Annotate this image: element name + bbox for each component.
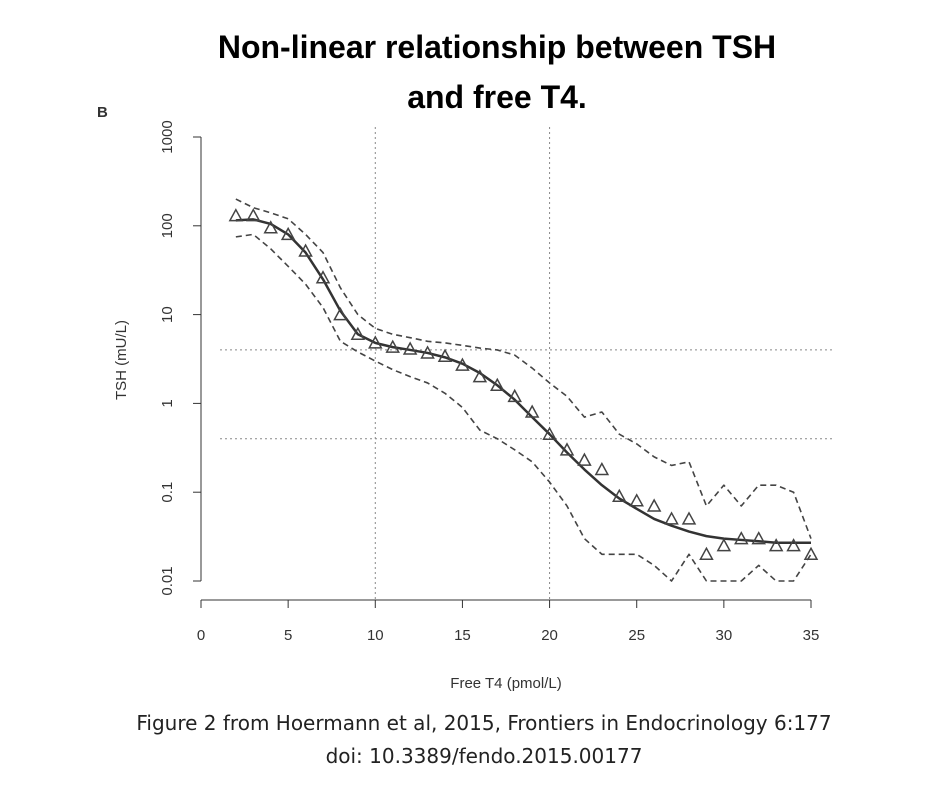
data-point — [455, 357, 470, 371]
data-point — [524, 404, 540, 418]
data-point — [368, 335, 383, 349]
data-point — [333, 307, 348, 321]
x-tick-label: 0 — [197, 627, 205, 644]
x-tick-label: 10 — [367, 627, 384, 644]
x-tick-label: 20 — [541, 627, 558, 644]
data-point — [803, 546, 819, 561]
confidence-line — [235, 233, 812, 582]
data-point — [490, 377, 505, 392]
data-point — [629, 493, 644, 507]
data-point — [228, 208, 244, 222]
data-point — [612, 488, 627, 503]
data-point — [402, 341, 418, 355]
y-tick-label: 100 — [159, 213, 176, 238]
data-point — [315, 270, 331, 284]
data-point — [542, 426, 557, 440]
caption: doi: 10.3389/fendo.2015.00177 — [326, 744, 643, 768]
y-tick-label: 10 — [159, 306, 176, 323]
panel-label: B — [97, 104, 108, 121]
data-point — [507, 388, 522, 403]
data-point — [437, 348, 453, 362]
y-tick-label: 1 — [159, 399, 176, 407]
caption: Figure 2 from Hoermann et al, 2015, Fron… — [136, 711, 831, 735]
data-point — [786, 538, 801, 552]
data-point — [577, 452, 592, 466]
data-point — [716, 538, 732, 552]
data-point — [594, 461, 610, 476]
y-axis-label: TSH (mU/L) — [113, 320, 130, 400]
data-point — [298, 243, 313, 257]
data-point — [385, 339, 400, 353]
data-point — [768, 538, 784, 552]
data-point — [246, 208, 261, 222]
data-point — [263, 220, 278, 234]
data-point — [699, 546, 714, 561]
data-point — [734, 531, 749, 545]
x-axis-label: Free T4 (pmol/L) — [450, 675, 561, 692]
y-tick-label: 0.01 — [159, 566, 176, 595]
data-point — [664, 511, 679, 525]
x-tick-label: 25 — [628, 627, 645, 644]
data-point — [280, 226, 296, 241]
x-tick-label: 5 — [284, 627, 292, 644]
x-tick-label: 15 — [454, 627, 471, 644]
chart-title: Non-linear relationship between TSH — [218, 29, 776, 65]
data-point — [751, 531, 766, 545]
data-point — [350, 326, 366, 341]
x-tick-label: 30 — [716, 627, 733, 644]
fit-line — [235, 218, 811, 544]
x-tick-label: 35 — [803, 627, 820, 644]
data-point — [681, 511, 697, 525]
data-point — [646, 498, 662, 512]
y-tick-label: 0.1 — [159, 482, 176, 503]
chart-title: and free T4. — [407, 79, 587, 115]
data-point — [559, 442, 575, 456]
data-point — [472, 369, 488, 383]
confidence-line — [235, 198, 812, 539]
data-point — [420, 345, 435, 359]
y-tick-label: 1000 — [159, 120, 176, 153]
